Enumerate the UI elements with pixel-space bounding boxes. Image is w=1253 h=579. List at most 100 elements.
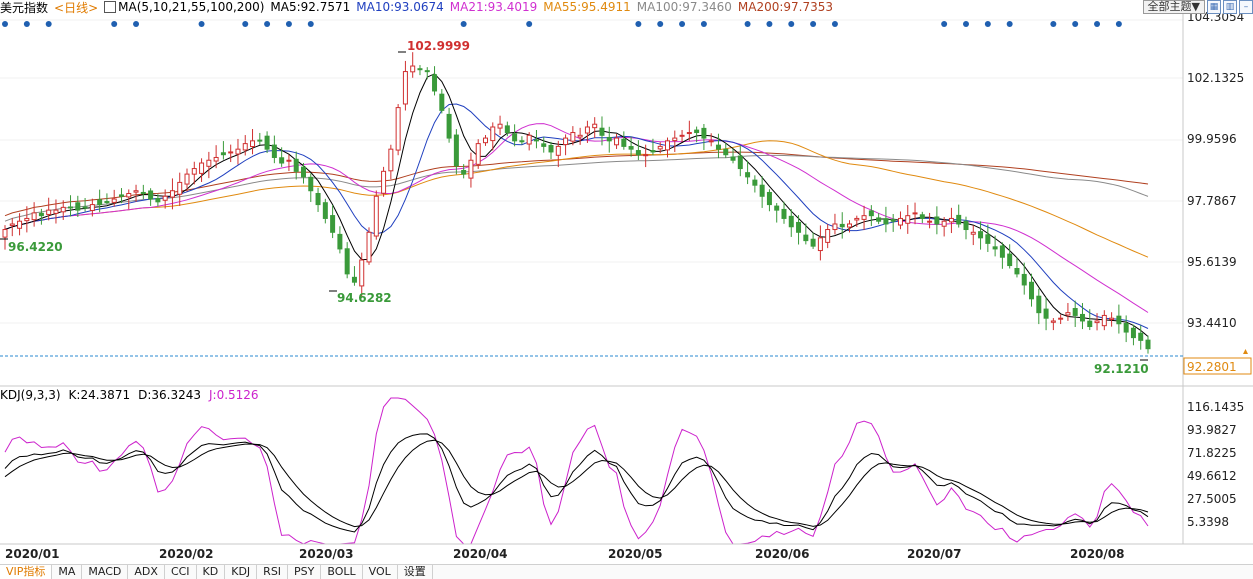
period-selector[interactable]: <日线>	[54, 0, 99, 15]
candle-body	[504, 125, 510, 134]
tab-macd[interactable]: MACD	[82, 565, 129, 579]
signal-dot	[2, 21, 8, 27]
signal-dot	[460, 21, 467, 27]
tab-kdj[interactable]: KDJ	[225, 565, 258, 579]
current-price-arrow-icon	[1243, 349, 1248, 354]
signal-dot	[198, 21, 205, 27]
candle-body	[1109, 317, 1115, 320]
candle-body	[388, 148, 394, 172]
candle-body	[257, 139, 263, 142]
candle-body	[621, 138, 627, 147]
candle-body	[75, 202, 81, 211]
candle-body	[359, 259, 365, 287]
tab-cci[interactable]: CCI	[165, 565, 197, 579]
candle-body	[191, 168, 197, 175]
candle-body	[89, 204, 95, 211]
grid-layout-icon[interactable]: ▦	[1207, 0, 1221, 14]
theme-selector-button[interactable]: 全部主题▼	[1142, 0, 1205, 14]
tab-ma[interactable]: MA	[52, 565, 83, 579]
candle-body	[825, 229, 831, 243]
candle-body	[599, 127, 605, 136]
candle-body	[956, 214, 962, 225]
candle-body	[577, 134, 583, 138]
candle-body	[337, 233, 343, 250]
candle-body	[941, 220, 947, 227]
candle-body	[162, 195, 168, 201]
kdj-layer	[4, 397, 1149, 545]
price-tick: 102.1325	[1187, 71, 1244, 85]
candle-body	[271, 144, 277, 158]
candle-body	[1029, 281, 1035, 300]
kdj-title[interactable]: KDJ(9,3,3)	[0, 388, 61, 402]
tab-rsi[interactable]: RSI	[257, 565, 289, 579]
tab-boll[interactable]: BOLL	[321, 565, 363, 579]
ma100-value: MA100:97.3460	[636, 0, 732, 14]
candle-body	[140, 191, 146, 195]
candle-body	[242, 143, 248, 151]
signal-dot-layer	[2, 21, 1122, 27]
signal-dot	[1094, 21, 1101, 27]
candle-body	[177, 181, 183, 195]
candle-body	[992, 246, 998, 250]
candle-body	[439, 93, 445, 111]
tab-kd[interactable]: KD	[197, 565, 226, 579]
candle-body	[1087, 320, 1093, 328]
candle-body	[46, 209, 52, 215]
candle-body	[31, 212, 37, 221]
candle-body	[796, 221, 802, 233]
candle-body	[155, 198, 161, 203]
candle-body	[308, 176, 314, 192]
candle-body	[832, 223, 838, 231]
signal-dot	[810, 21, 817, 27]
tab-vol[interactable]: VOL	[363, 565, 398, 579]
candle-body	[220, 152, 226, 156]
candle-body	[985, 234, 991, 244]
candle-body	[584, 126, 590, 134]
candle-body	[82, 206, 88, 209]
time-tick: 2020/07	[907, 547, 961, 561]
time-tick: 2020/03	[299, 547, 353, 561]
tab-adx[interactable]: ADX	[128, 565, 165, 579]
candle-body	[235, 148, 241, 155]
ma100-line	[4, 154, 1149, 222]
tab-settings[interactable]: 设置	[398, 565, 433, 579]
ma-title[interactable]: MA(5,10,21,55,100,200)	[118, 0, 265, 14]
low-annotation-2: 94.6282	[337, 291, 392, 305]
minimize-icon[interactable]: –	[1239, 0, 1253, 14]
candle-body	[643, 154, 649, 157]
tab-vip[interactable]: VIP指标	[0, 565, 53, 579]
candle-body	[665, 140, 671, 151]
candle-body	[1138, 332, 1144, 341]
candle-body	[1072, 307, 1078, 316]
candle-body	[402, 71, 408, 105]
ma10-value: MA10:93.0674	[356, 0, 444, 14]
signal-dot	[657, 21, 664, 27]
candle-body	[635, 150, 641, 156]
candle-body	[1130, 327, 1136, 339]
candle-body	[839, 223, 845, 228]
candle-body	[614, 137, 620, 146]
candle-body	[60, 206, 66, 213]
ma55-value: MA55:95.4911	[543, 0, 631, 14]
candle-body	[17, 220, 23, 229]
candle-body	[679, 134, 685, 137]
candle-body	[970, 231, 976, 235]
candle-body	[766, 191, 772, 206]
candle-body	[118, 194, 124, 197]
candle-body	[206, 159, 212, 167]
candle-body	[1116, 315, 1122, 325]
candle-body	[897, 217, 903, 226]
candle-body	[2, 229, 8, 238]
signal-dot	[941, 21, 948, 27]
tab-psy[interactable]: PSY	[288, 565, 322, 579]
candle-body	[570, 132, 576, 142]
kdj-tick: 116.1435	[1187, 400, 1244, 414]
layout-icon[interactable]: ▥	[1223, 0, 1237, 14]
instrument-name: 美元指数	[0, 0, 49, 15]
candle-body	[781, 208, 787, 219]
candle-body	[264, 135, 270, 150]
candle-body	[228, 151, 234, 154]
candle-body	[300, 166, 306, 178]
ma-legend: 美元指数 <日线> MA(5,10,21,55,100,200) MA5:92.…	[0, 0, 839, 15]
